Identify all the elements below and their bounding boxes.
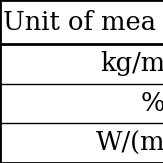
Text: Unit of mea: Unit of mea bbox=[3, 9, 156, 35]
Text: kg/m: kg/m bbox=[100, 51, 163, 76]
Text: W/(m: W/(m bbox=[96, 131, 163, 156]
Text: %: % bbox=[141, 91, 163, 116]
